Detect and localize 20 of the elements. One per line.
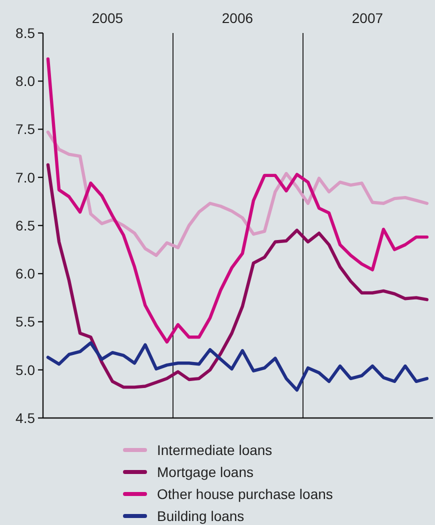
y-tick-label: 6.0 <box>16 266 36 282</box>
y-tick-label: 8.5 <box>16 24 36 41</box>
y-tick-label: 7.5 <box>16 121 36 138</box>
line-series <box>46 341 429 392</box>
legend-label: Building loans <box>157 508 244 524</box>
y-tick-label: 4.5 <box>16 410 36 426</box>
legend-label: Other house purchase loans <box>157 486 333 502</box>
y-tick-label: 5.0 <box>16 362 36 378</box>
y-tick-label: 5.5 <box>16 314 36 330</box>
legend-label: Mortgage loans <box>157 464 254 480</box>
x-tick-label: 2006 <box>222 10 254 26</box>
y-tick-label: 8.0 <box>16 73 36 90</box>
y-tick-label: 7.0 <box>16 169 36 186</box>
x-tick-label: 2007 <box>352 10 384 26</box>
y-tick-label: 6.5 <box>16 217 36 234</box>
line-series <box>46 130 429 257</box>
line-series <box>46 57 429 344</box>
legend-label: Intermediate loans <box>157 442 272 458</box>
line-series <box>46 163 429 389</box>
x-tick-label: 2005 <box>92 10 124 26</box>
